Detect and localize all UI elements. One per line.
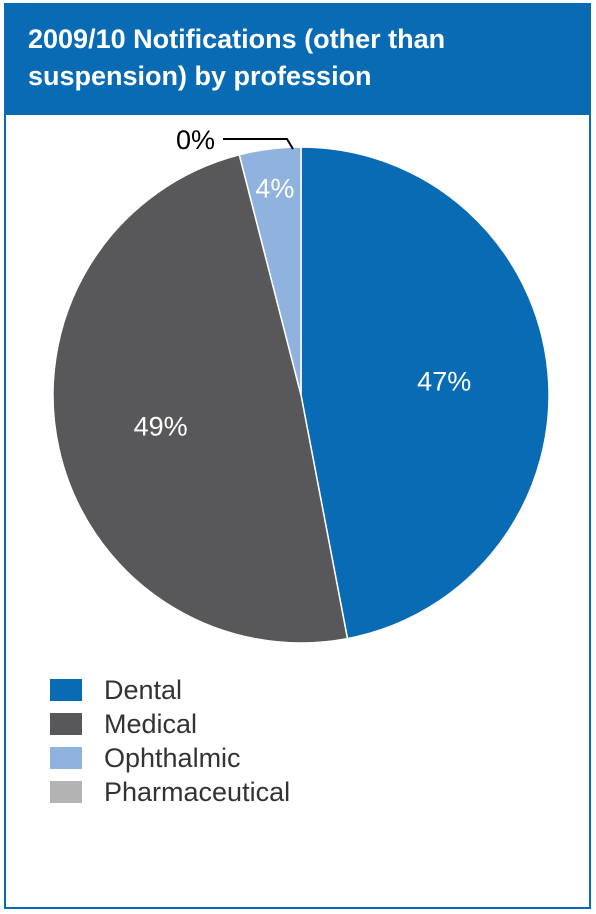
legend-label-medical: Medical xyxy=(104,708,198,739)
pie-slice-dental xyxy=(300,146,550,640)
legend-item-ophthalmic: Ophthalmic xyxy=(50,741,290,775)
legend-label-pharmaceutical: Pharmaceutical xyxy=(104,776,291,807)
legend-item-medical: Medical xyxy=(50,707,290,741)
slice-leader-line-pharmaceutical xyxy=(223,138,294,150)
slice-label-dental: 47% xyxy=(417,366,471,396)
slice-label-pharmaceutical: 0% xyxy=(176,125,215,155)
legend: Dental Medical Ophthalmic Pharmaceutical xyxy=(50,673,290,809)
legend-swatch-medical xyxy=(50,713,82,735)
legend-swatch-dental xyxy=(50,679,82,701)
chart-title-line-2: suspension) by profession xyxy=(28,61,372,91)
chart-title-line-1: 2009/10 Notifications (other than xyxy=(28,24,446,54)
pie-slice-ophthalmic xyxy=(238,146,302,396)
legend-label-dental: Dental xyxy=(104,674,183,705)
legend-item-dental: Dental xyxy=(50,673,290,707)
legend-swatch-ophthalmic xyxy=(50,747,82,769)
pie-slice-medical xyxy=(52,153,349,644)
legend-item-pharmaceutical: Pharmaceutical xyxy=(50,775,290,809)
chart-header: 2009/10 Notifications (other than suspen… xyxy=(6,5,589,115)
legend-label-ophthalmic: Ophthalmic xyxy=(104,742,241,773)
slice-label-ophthalmic: 4% xyxy=(255,173,294,203)
legend-swatch-pharmaceutical xyxy=(50,781,82,803)
slice-label-medical: 49% xyxy=(134,411,188,441)
